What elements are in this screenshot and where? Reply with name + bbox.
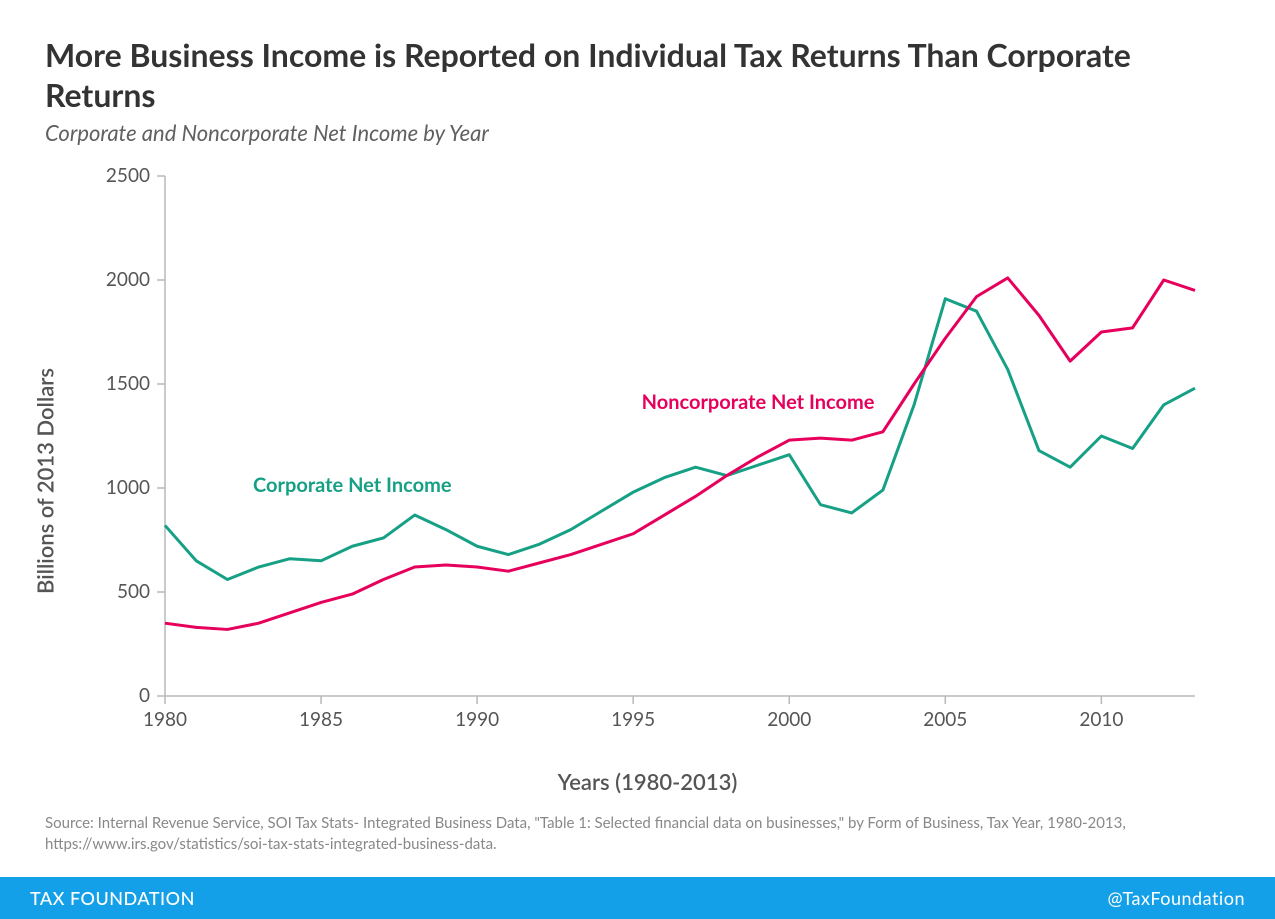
svg-text:2000: 2000 <box>767 708 811 731</box>
svg-text:1990: 1990 <box>455 708 499 731</box>
footer-handle: @TaxFoundation <box>1107 887 1245 909</box>
x-axis-label: Years (1980-2013) <box>65 768 1230 795</box>
svg-text:1985: 1985 <box>299 708 343 731</box>
source-text: Source: Internal Revenue Service, SOI Ta… <box>45 813 1230 855</box>
series-label: Noncorporate Net Income <box>642 390 875 414</box>
svg-text:1980: 1980 <box>143 708 187 731</box>
chart-subtitle: Corporate and Noncorporate Net Income by… <box>45 119 1230 146</box>
line-chart: 0 500 1000 1500 2000 2500 1980 1985 1990 1995 2000… <box>65 166 1215 756</box>
chart-title: More Business Income is Reported on Indi… <box>45 35 1230 115</box>
svg-text:2010: 2010 <box>1079 708 1123 731</box>
footer-bar: TAX FOUNDATION @TaxFoundation <box>0 877 1275 919</box>
svg-text:1995: 1995 <box>611 708 655 731</box>
series-line <box>165 299 1195 580</box>
svg-text:0: 0 <box>139 684 150 707</box>
svg-text:2000: 2000 <box>106 268 150 291</box>
series-label: Corporate Net Income <box>253 473 452 497</box>
footer-org: TAX FOUNDATION <box>30 887 195 909</box>
svg-text:2500: 2500 <box>106 166 150 187</box>
series-line <box>165 278 1195 630</box>
chart-area: Billions of 2013 Dollars 050010001500200… <box>65 166 1230 795</box>
svg-text:1500: 1500 <box>106 372 150 395</box>
y-axis-label: Billions of 2013 Dollars <box>32 368 59 594</box>
svg-text:500: 500 <box>117 580 150 603</box>
svg-text:1000: 1000 <box>106 476 150 499</box>
svg-text:2005: 2005 <box>923 708 967 731</box>
